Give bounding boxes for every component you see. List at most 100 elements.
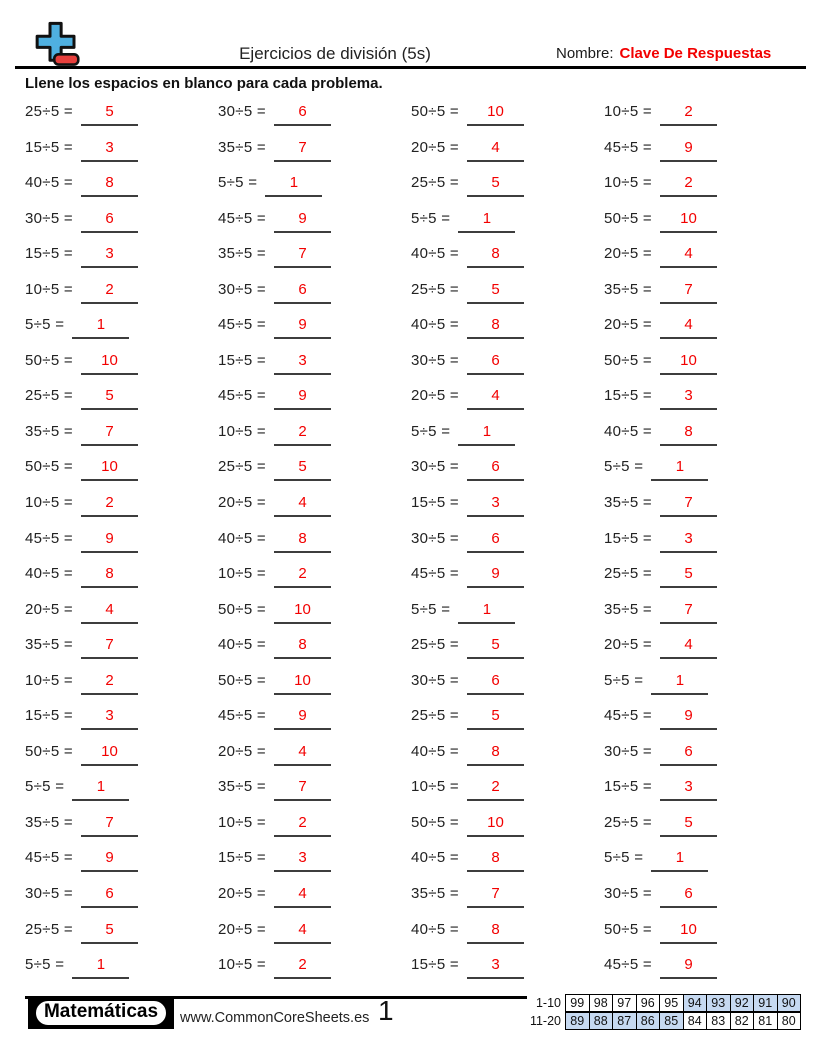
problem: 25÷5 = 5	[411, 700, 604, 736]
answer-blank: 8	[274, 636, 331, 660]
answer-blank: 9	[274, 707, 331, 731]
answer-blank: 7	[660, 601, 717, 624]
answer-value: 3	[491, 494, 500, 512]
answer-blank: 10	[81, 458, 138, 482]
brand-logo: Matemáticas	[28, 996, 174, 1029]
problem: 20÷5 = 4	[218, 878, 411, 914]
problem: 20÷5 = 4	[25, 594, 218, 630]
score-cell: 82	[729, 1011, 754, 1030]
problem-expression: 20÷5 =	[604, 636, 652, 654]
problem-expression: 35÷5 =	[25, 422, 73, 440]
problem-expression: 10÷5 =	[604, 103, 652, 120]
score-cell: 87	[612, 1011, 637, 1030]
answer-value: 10	[680, 351, 697, 369]
answer-value: 8	[105, 174, 114, 192]
problem: 50÷5 = 10	[604, 914, 800, 950]
answer-value: 6	[491, 529, 500, 547]
answer-blank: 3	[274, 352, 331, 375]
score-cell: 99	[565, 994, 590, 1012]
answer-blank: 7	[274, 139, 331, 162]
problem: 10÷5 = 2	[25, 274, 218, 310]
answer-value: 9	[684, 956, 693, 974]
problem-expression: 25÷5 =	[604, 813, 652, 831]
problem-expression: 50÷5 =	[218, 671, 266, 689]
problem-expression: 30÷5 =	[25, 209, 73, 227]
problem: 10÷5 = 2	[25, 665, 218, 701]
answer-blank: 2	[81, 672, 138, 695]
problem: 5÷5 = 1	[25, 949, 218, 985]
problem: 15÷5 = 3	[218, 842, 411, 878]
problem-expression: 50÷5 =	[604, 920, 652, 938]
problem-expression: 35÷5 =	[25, 636, 73, 654]
answer-blank: 2	[81, 494, 138, 518]
answer-blank: 10	[274, 601, 331, 624]
answer-blank: 9	[274, 387, 331, 411]
answer-blank: 2	[274, 814, 331, 837]
problem-column-1: 25÷5 = 5 15÷5 = 3 40÷5 = 8 30÷5 = 6 15÷5 = 3 10÷5 …	[25, 96, 218, 986]
answer-blank: 7	[274, 778, 331, 802]
score-row-label: 11-20	[529, 1014, 561, 1028]
problem: 30÷5 = 6	[25, 203, 218, 239]
problem: 5÷5 = 1	[25, 309, 218, 345]
problem: 25÷5 = 5	[604, 807, 800, 843]
answer-value: 8	[105, 565, 114, 583]
problem-expression: 15÷5 =	[25, 138, 73, 156]
problem-expression: 45÷5 =	[218, 209, 266, 227]
score-cell: 97	[612, 994, 637, 1012]
answer-blank: 5	[467, 636, 524, 660]
problem: 10÷5 = 2	[411, 771, 604, 807]
problem-expression: 35÷5 =	[604, 600, 652, 618]
problem-expression: 20÷5 =	[604, 316, 652, 334]
answer-value: 2	[298, 956, 307, 974]
problem-column-4: 10÷5 = 2 45÷5 = 9 10÷5 = 2 50÷5 = 10 20÷5 = 4 35÷5…	[604, 96, 800, 986]
answer-blank: 2	[660, 174, 717, 198]
problem-expression: 50÷5 =	[411, 813, 459, 831]
answer-blank: 8	[81, 565, 138, 589]
problem-expression: 45÷5 =	[604, 138, 652, 156]
problem: 5÷5 = 1	[25, 771, 218, 807]
problem: 40÷5 = 8	[411, 736, 604, 772]
problem-expression: 50÷5 =	[604, 351, 652, 369]
problem: 5÷5 = 1	[604, 842, 800, 878]
problem-expression: 40÷5 =	[218, 529, 266, 547]
score-cell: 80	[776, 1011, 801, 1030]
answer-value: 7	[298, 778, 307, 796]
problem-expression: 15÷5 =	[604, 529, 652, 547]
answer-blank: 5	[467, 281, 524, 304]
problem-expression: 30÷5 =	[604, 885, 652, 903]
answer-value: 6	[105, 885, 114, 903]
problem: 20÷5 = 4	[218, 736, 411, 772]
answer-value: 8	[491, 316, 500, 334]
answer-value: 6	[491, 351, 500, 369]
problem-expression: 5÷5 =	[411, 600, 451, 618]
answer-value: 2	[298, 565, 307, 583]
answer-value: 7	[298, 245, 307, 263]
problem: 45÷5 = 9	[218, 700, 411, 736]
instruction-text: Llene los espacios en blanco para cada p…	[25, 75, 383, 92]
answer-blank: 10	[660, 210, 717, 233]
answer-value: 1	[482, 600, 492, 618]
answer-value: 4	[491, 138, 500, 156]
problem: 30÷5 = 6	[411, 665, 604, 701]
answer-value: 4	[298, 920, 307, 938]
problem: 50÷5 = 10	[218, 665, 411, 701]
problem: 35÷5 = 7	[604, 487, 800, 523]
problem-expression: 5÷5 =	[604, 671, 644, 689]
problem: 40÷5 = 8	[604, 416, 800, 452]
answer-blank: 8	[467, 316, 524, 340]
problem: 35÷5 = 7	[604, 594, 800, 630]
problem: 50÷5 = 10	[604, 203, 800, 239]
problem-expression: 40÷5 =	[411, 245, 459, 263]
problem-expression: 10÷5 =	[218, 956, 266, 974]
problem: 35÷5 = 7	[25, 416, 218, 452]
answer-blank: 7	[81, 423, 138, 446]
answer-value: 10	[101, 458, 118, 476]
answer-blank: 9	[81, 849, 138, 873]
answer-value: 10	[680, 209, 697, 227]
problem: 50÷5 = 10	[411, 807, 604, 843]
answer-blank: 5	[467, 707, 524, 731]
problem-expression: 15÷5 =	[218, 351, 266, 369]
problem: 45÷5 = 9	[25, 842, 218, 878]
problem: 5÷5 = 1	[411, 416, 604, 452]
answer-blank: 4	[660, 316, 717, 340]
